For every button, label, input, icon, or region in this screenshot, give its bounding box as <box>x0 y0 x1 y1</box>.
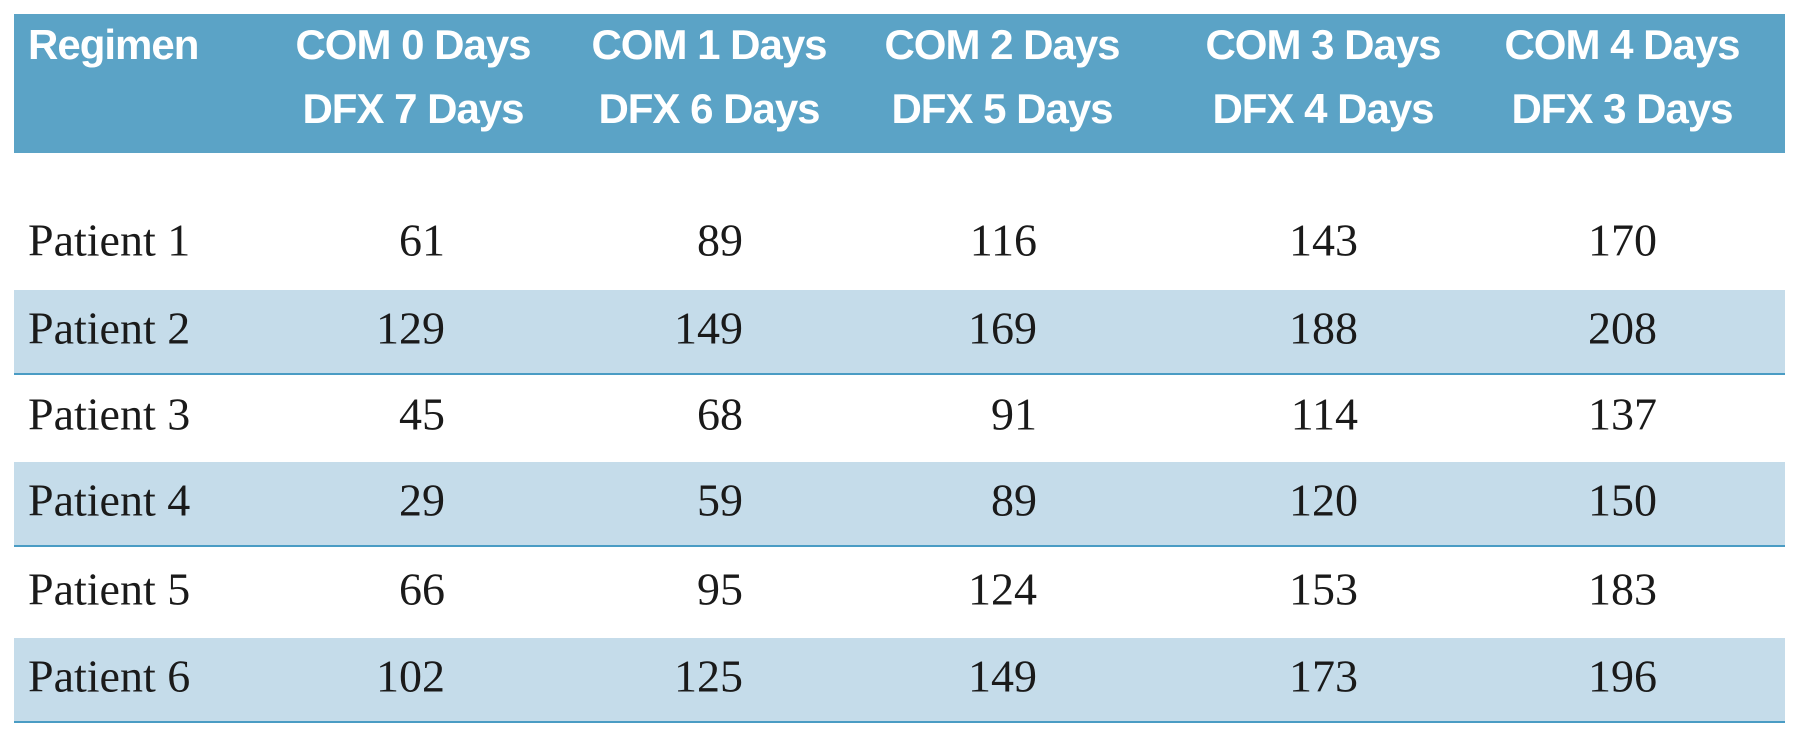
header-cell: DFX 3 Days <box>1511 85 1732 132</box>
header-cell: COM 2 Days <box>884 21 1119 68</box>
cell-value: 91 <box>991 389 1037 440</box>
row-label: Patient 2 <box>28 303 190 354</box>
cell-value: 120 <box>1289 475 1358 526</box>
cell-value: 61 <box>399 215 445 266</box>
cell-value: 170 <box>1588 215 1657 266</box>
header-cell: DFX 7 Days <box>302 85 523 132</box>
cell-value: 137 <box>1588 389 1657 440</box>
cell-value: 95 <box>697 564 743 615</box>
cell-value: 196 <box>1588 651 1657 702</box>
cell-value: 66 <box>399 564 445 615</box>
header-cell: COM 0 Days <box>295 21 530 68</box>
cell-value: 173 <box>1289 651 1358 702</box>
cell-value: 150 <box>1588 475 1657 526</box>
row-band <box>14 638 1785 722</box>
cell-value: 116 <box>970 215 1037 266</box>
cell-value: 153 <box>1289 564 1358 615</box>
cell-value: 45 <box>399 389 445 440</box>
cell-value: 68 <box>697 389 743 440</box>
cell-value: 89 <box>697 215 743 266</box>
header-cell: Regimen <box>28 21 198 68</box>
cell-value: 169 <box>968 303 1037 354</box>
cell-value: 143 <box>1289 215 1358 266</box>
cell-value: 114 <box>1291 389 1358 440</box>
cell-value: 29 <box>399 475 445 526</box>
cell-value: 149 <box>674 303 743 354</box>
header-cell: COM 3 Days <box>1205 21 1440 68</box>
cell-value: 149 <box>968 651 1037 702</box>
row-label: Patient 4 <box>28 475 190 526</box>
cell-value: 208 <box>1588 303 1657 354</box>
cell-value: 124 <box>968 564 1037 615</box>
row-label: Patient 1 <box>28 215 190 266</box>
cell-value: 89 <box>991 475 1037 526</box>
row-label: Patient 5 <box>28 564 190 615</box>
cell-value: 129 <box>376 303 445 354</box>
header-cell: DFX 6 Days <box>598 85 819 132</box>
cell-value: 102 <box>376 651 445 702</box>
header-cell: COM 4 Days <box>1504 21 1739 68</box>
row-band <box>14 290 1785 374</box>
cell-value: 125 <box>674 651 743 702</box>
row-label: Patient 6 <box>28 651 190 702</box>
header-cell: COM 1 Days <box>591 21 826 68</box>
header-cell: DFX 4 Days <box>1212 85 1433 132</box>
row-label: Patient 3 <box>28 389 190 440</box>
header-cell: DFX 5 Days <box>891 85 1112 132</box>
cell-value: 183 <box>1588 564 1657 615</box>
cell-value: 59 <box>697 475 743 526</box>
cell-value: 188 <box>1289 303 1358 354</box>
header-band <box>14 14 1785 153</box>
row-band <box>14 462 1785 546</box>
